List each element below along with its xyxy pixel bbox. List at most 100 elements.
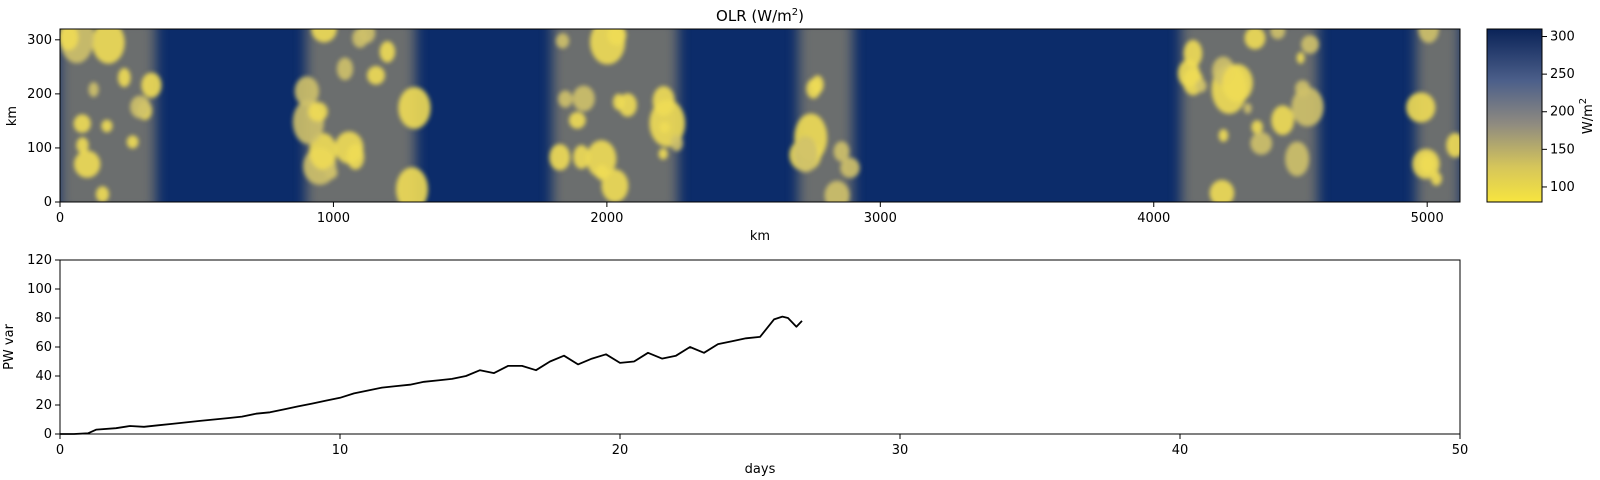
colorbar-tick-label: 100	[1550, 180, 1575, 195]
cloud-cell	[294, 76, 320, 107]
cloud-cell	[352, 29, 369, 48]
colorbar-tick-label: 250	[1550, 67, 1575, 82]
line-plot-x-axis: 0 10 20 30 40 50	[56, 434, 1468, 458]
cloud-cell	[398, 86, 431, 129]
colorbar-label: W/m2	[1578, 98, 1596, 134]
cloud-cell	[793, 136, 818, 173]
pw-var-line	[60, 315, 803, 435]
cloud-cell	[73, 114, 91, 133]
cloud-cell	[586, 140, 617, 178]
cloud-cell	[130, 95, 151, 119]
colorbar-tick-label: 300	[1550, 30, 1575, 45]
cloud-cell	[568, 111, 586, 129]
y-tick-label: 300	[27, 33, 52, 48]
cloud-cell	[74, 150, 101, 178]
cloud-cell	[1218, 129, 1229, 142]
cloud-cell	[95, 186, 110, 202]
line-plot-y-label: PW var	[2, 323, 17, 369]
cloud-cell	[1195, 79, 1207, 93]
cloud-cell	[572, 85, 595, 112]
cloud-cell	[126, 135, 139, 149]
cloud-cell	[556, 33, 570, 49]
heatmap-frame	[59, 28, 1461, 203]
cloud-cell	[1418, 29, 1439, 44]
cloud-cell	[1251, 120, 1263, 134]
cloud-cell	[607, 29, 627, 46]
cloud-cell	[117, 68, 131, 88]
heatmap-x-axis: 0 1000 2000 3000 4000 5000	[56, 202, 1444, 226]
cloud-cell	[88, 82, 99, 98]
y-tick-label: 100	[27, 141, 52, 156]
cloud-cell	[346, 144, 365, 170]
cloud-cell	[658, 148, 668, 160]
cloud-cell	[311, 29, 337, 43]
cloud-cell	[1270, 29, 1286, 40]
cloud-cell	[366, 65, 386, 85]
cloud-cell	[1446, 132, 1460, 158]
cloud-cell	[324, 166, 338, 180]
y-tick-label: 0	[44, 195, 52, 210]
x-tick-label: 30	[892, 443, 909, 458]
heatmap-x-label: km	[750, 229, 770, 244]
cloud-cell	[1295, 80, 1311, 97]
x-tick-label: 1000	[317, 211, 350, 226]
colorbar-tick-label: 150	[1550, 142, 1575, 157]
cloud-cell	[1250, 131, 1273, 155]
x-tick-label: 0	[56, 211, 64, 226]
cloud-cell	[1291, 87, 1324, 127]
cloud-cell	[1222, 64, 1253, 103]
x-tick-label: 2000	[590, 211, 623, 226]
cloud-cell	[76, 137, 89, 154]
cloud-cell	[612, 93, 625, 111]
x-tick-label: 40	[1172, 443, 1189, 458]
cloud-cell	[1301, 35, 1319, 54]
x-tick-label: 3000	[864, 211, 897, 226]
olr-heatmap	[60, 29, 1460, 202]
colorbar	[1486, 28, 1543, 203]
y-tick-label: 120	[27, 253, 52, 268]
cloud-cell	[1209, 179, 1235, 202]
y-tick-label: 100	[27, 282, 52, 297]
colorbar-tick-label: 200	[1550, 105, 1575, 120]
cloud-cell	[1406, 92, 1436, 123]
cloud-cell	[379, 41, 396, 63]
cloud-cell	[336, 57, 354, 81]
cloud-cell	[101, 119, 113, 133]
olr-title: OLR (W/m2)	[716, 7, 804, 25]
cloud-cell	[60, 29, 79, 51]
cloud-cell	[811, 75, 824, 94]
pw-var-series	[60, 315, 803, 435]
cloud-cell	[309, 133, 337, 170]
cloud-cell	[558, 90, 573, 108]
x-tick-label: 50	[1452, 443, 1469, 458]
cloud-cell	[549, 144, 571, 171]
colorbar-ticks: 100 150 200 250 300	[1542, 30, 1575, 195]
cloud-cell	[1243, 103, 1252, 114]
cloud-cell	[601, 169, 629, 202]
y-tick-label: 20	[35, 398, 52, 413]
y-tick-label: 40	[35, 369, 52, 384]
cloud-cell	[92, 29, 125, 64]
heatmap-y-axis: 0 100 200 300	[27, 33, 60, 210]
heatmap-y-label: km	[5, 106, 20, 126]
cloud-cell	[308, 101, 328, 122]
x-tick-label: 10	[332, 443, 349, 458]
cloud-cell	[395, 167, 429, 202]
line-plot-y-axis: 0 20 40 60 80 100 120	[27, 253, 60, 442]
cloud-cell	[595, 165, 609, 181]
y-tick-label: 0	[44, 427, 52, 442]
line-plot-frame	[59, 259, 1461, 435]
y-tick-label: 200	[27, 87, 52, 102]
cloud-cell	[824, 180, 850, 202]
cloud-cell	[659, 121, 670, 133]
cloud-cell	[1296, 52, 1305, 64]
y-tick-label: 60	[35, 340, 52, 355]
line-plot-x-label: days	[745, 462, 776, 477]
x-tick-label: 5000	[1411, 211, 1444, 226]
cloud-cell	[1271, 105, 1295, 136]
cloud-cell	[1285, 141, 1310, 177]
cloud-cell	[141, 72, 162, 98]
x-tick-label: 0	[56, 443, 64, 458]
y-tick-label: 80	[35, 311, 52, 326]
